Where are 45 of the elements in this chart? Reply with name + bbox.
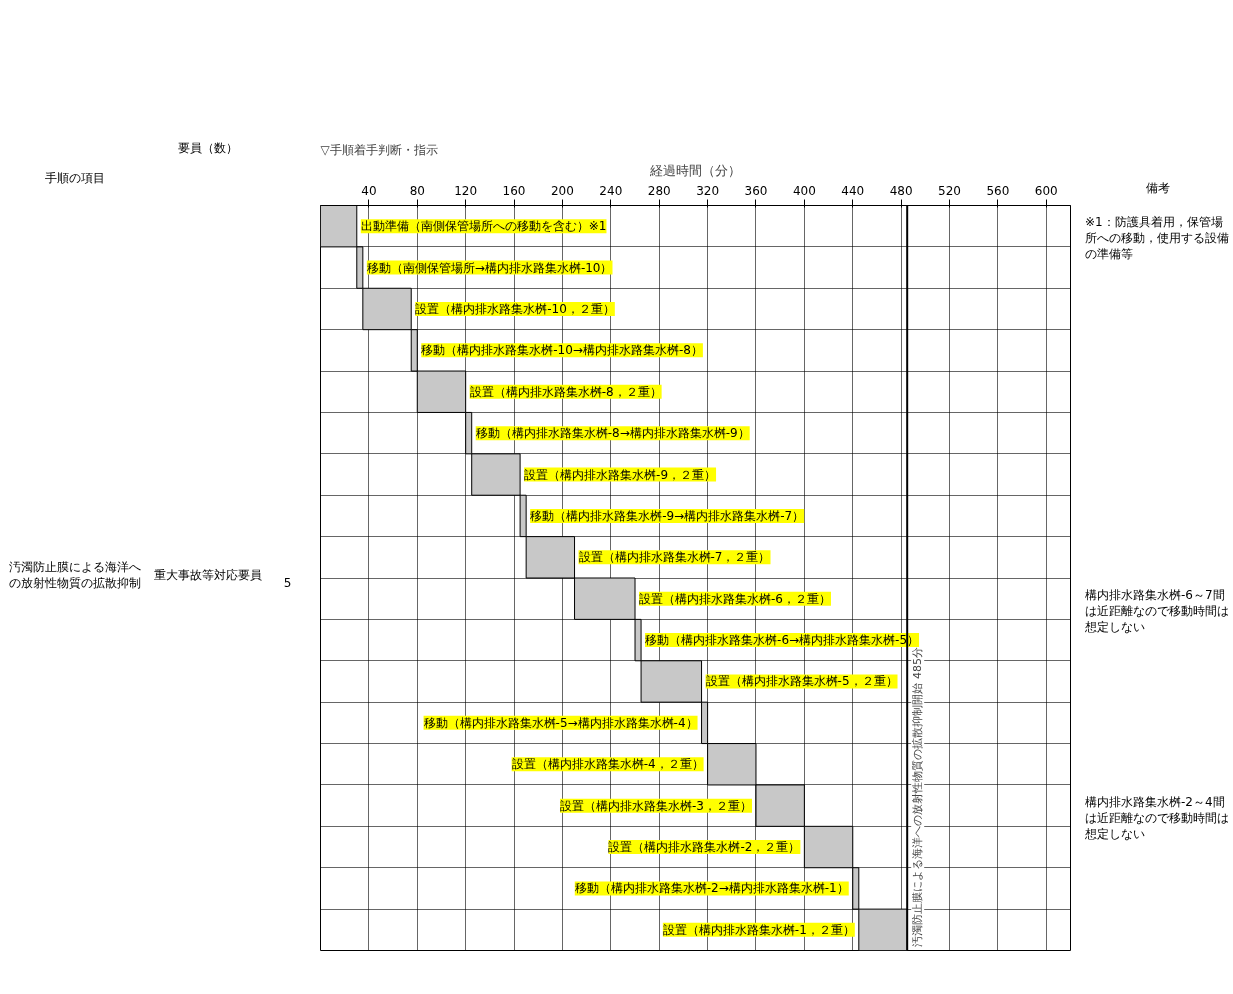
x-tick-label: 520 (938, 183, 961, 198)
x-tick-label: 120 (454, 183, 478, 198)
x-tick-label: 200 (550, 183, 574, 198)
annotation: 出動準備（南側保管場所への移動を含む）※1 (360, 219, 607, 234)
annotation: 移動（構内排水路集水桝-6→構内排水路集水桝-5） (645, 633, 920, 648)
text: ※1：防護具着用，保管場所への移動，使用する設備の準備等 (1085, 214, 1230, 263)
x-tick-label: 400 (792, 183, 816, 198)
annotation: 設置（構内排水路集水桝-7，２重） (578, 550, 771, 565)
text: ▽手順着手判断・指示 (320, 142, 438, 157)
annotation: 設置（構内排水路集水桝-2，２重） (608, 840, 801, 855)
x-tick-label: 560 (986, 183, 1010, 198)
annotation: 設置（構内排水路集水桝-10，２重） (415, 301, 615, 316)
x-tick-label: 160 (502, 183, 526, 198)
annotation: 設置（構内排水路集水桝-6，２重） (639, 591, 831, 606)
x-tick-label: 440 (841, 183, 865, 198)
text: 構内排水路集水桝-2～4間は近距離なので移動時間は想定しない (1085, 793, 1230, 842)
text: 重大事故等対応要員 (152, 566, 263, 583)
annotation: 移動（構内排水路集水桝-8→構内排水路集水桝-9） (475, 426, 750, 441)
text: 備考 (1144, 180, 1171, 196)
annotation: 移動（構内排水路集水桝-2→構内排水路集水桝-1） (574, 881, 849, 896)
x-tick-label: 600 (1034, 183, 1058, 198)
text: 要員（数） (176, 140, 239, 156)
text: 構内排水路集水桝-6～7間は近距離なので移動時間は想定しない (1085, 586, 1230, 635)
x-tick-label: 40 (361, 183, 377, 198)
x-axis-title: 経過時間（分） (649, 162, 741, 178)
annotation: 設置（構内排水路集水桝-3，２重） (560, 798, 752, 813)
annotation: 移動（構内排水路集水桝-5→構内排水路集水桝-4） (423, 715, 698, 730)
text: 手順の項目 (44, 170, 106, 186)
x-tick-label: 360 (744, 183, 768, 198)
ref-line-label: 汚濁防止膜による海洋への放射性物質の拡散抑制開始 485分 (911, 647, 925, 947)
x-tick-label: 320 (696, 183, 720, 198)
annotation: 設置（構内排水路集水桝-5，２重） (705, 674, 898, 689)
annotation: 設置（構内排水路集水桝-9，２重） (524, 467, 717, 482)
x-tick-label: 240 (599, 183, 623, 198)
annotation: 移動（南側保管場所→構内排水路集水桝-10） (366, 260, 613, 275)
x-tick-label: 280 (647, 183, 671, 198)
text: 汚濁防止膜による海洋への放射性物質の拡散抑制 (8, 558, 142, 591)
x-tick-label: 480 (889, 183, 913, 198)
annotation: 移動（構内排水路集水桝-9→構内排水路集水桝-7） (530, 508, 805, 523)
x-tick-label: 80 (409, 183, 425, 198)
annotation: 設置（構内排水路集水桝-8，２重） (469, 384, 662, 399)
text: 5 (282, 574, 293, 591)
annotation: 移動（構内排水路集水桝-10→構内排水路集水桝-8） (421, 343, 703, 358)
annotation: 設置（構内排水路集水桝-1，２重） (662, 922, 855, 937)
annotation: 設置（構内排水路集水桝-4，２重） (511, 757, 704, 772)
